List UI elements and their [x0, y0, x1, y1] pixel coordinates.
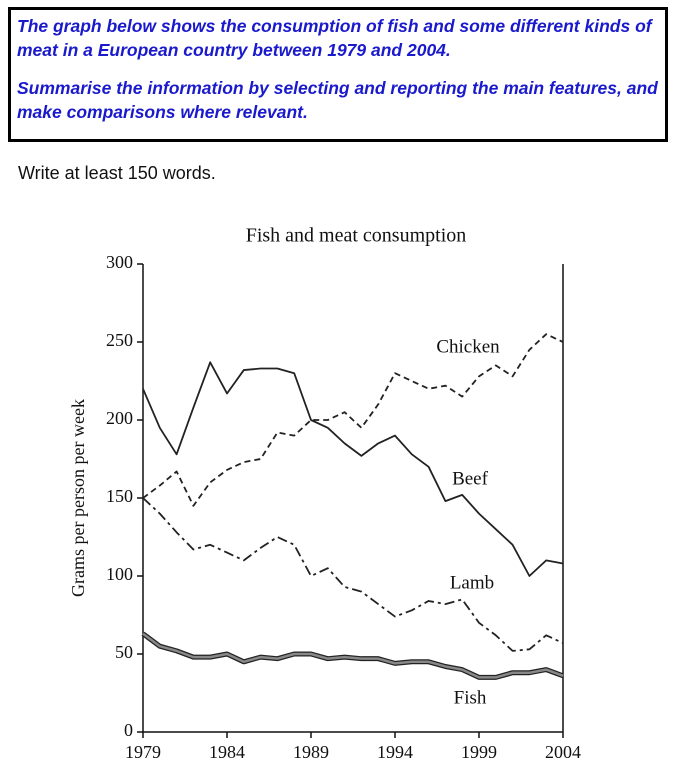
series-label: Fish [454, 687, 487, 708]
series-line [142, 333, 564, 507]
x-tick-label: 1984 [209, 742, 245, 762]
series-line-outline [141, 631, 564, 680]
series-label: Chicken [436, 336, 500, 357]
y-tick-label: 100 [106, 564, 133, 584]
x-tick-label: 1979 [125, 742, 161, 762]
prompt-box: The graph below shows the consumption of… [8, 7, 668, 142]
series-line [142, 632, 564, 679]
y-tick-label: 150 [106, 486, 133, 506]
y-tick-label: 250 [106, 330, 133, 350]
x-tick-label: 1989 [293, 742, 329, 762]
chart-title: Fish and meat consumption [246, 225, 467, 247]
y-tick-label: 0 [124, 720, 133, 740]
instruction: Write at least 150 words. [18, 163, 216, 183]
series-label: Lamb [450, 572, 494, 593]
series-line [142, 361, 564, 577]
y-axis-label: Grams per person per week [68, 399, 88, 597]
y-tick-label: 200 [106, 408, 133, 428]
x-tick-label: 1994 [377, 742, 413, 762]
x-tick-label: 1999 [461, 742, 497, 762]
y-tick-label: 300 [106, 252, 133, 272]
prompt-line: Summarise the information by selecting a… [17, 78, 658, 122]
y-tick-label: 50 [115, 642, 133, 662]
series-line [142, 497, 564, 652]
x-tick-label: 2004 [545, 742, 581, 762]
prompt-line: The graph below shows the consumption of… [17, 16, 652, 60]
series-label: Beef [452, 468, 489, 489]
